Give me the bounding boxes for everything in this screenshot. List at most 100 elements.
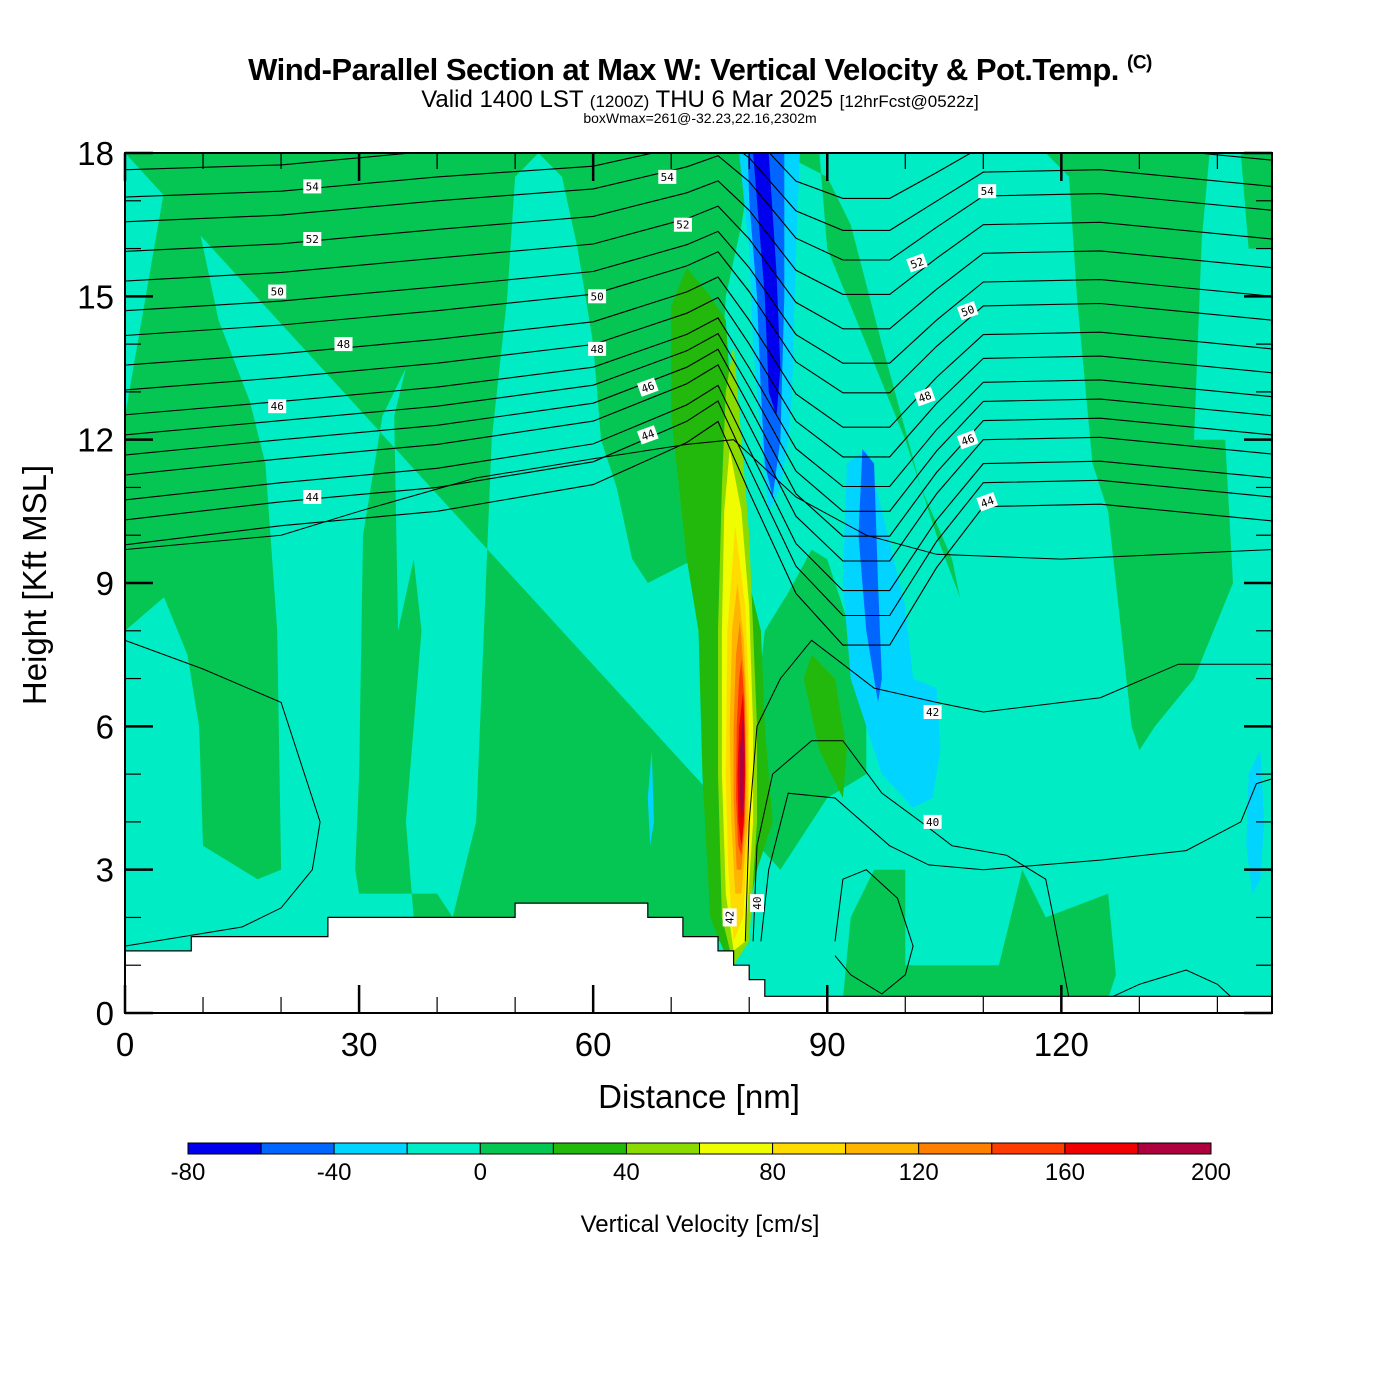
x-tick-labels: 0 30 60 90 120 — [116, 1026, 1089, 1063]
contour-label: 46 — [636, 377, 659, 397]
copyright-mark: (C) — [1127, 52, 1152, 74]
axis-ticks — [123, 151, 1272, 1015]
contour-label-box — [956, 430, 979, 450]
theta-contour — [1107, 969, 1234, 1000]
contour-label: 46 — [956, 430, 979, 450]
colorbar-swatch — [552, 1142, 628, 1155]
colorbar-swatch — [406, 1142, 481, 1155]
contour-label: 52 — [303, 232, 322, 246]
contour-label: 44 — [976, 492, 999, 512]
contour-label: 46 — [268, 399, 287, 414]
fill-region--80--60 — [753, 153, 781, 416]
contour-label: 44 — [636, 425, 659, 445]
colorbar-tick-label: 0 — [474, 1159, 487, 1186]
valid-utc: (1200Z) — [589, 92, 650, 111]
contour-label-box — [303, 179, 322, 194]
theta-contour — [125, 230, 1272, 364]
contour-label-box — [673, 217, 692, 232]
contour-label-text: 48 — [590, 343, 603, 356]
colorbar-tick-label: 160 — [1045, 1159, 1085, 1186]
valid-time: Valid 1400 LST — [421, 86, 584, 113]
colorbar-swatch — [918, 1142, 993, 1155]
theta-contour — [125, 384, 1272, 592]
y-tick-label: 6 — [96, 708, 114, 745]
chart-title-text: Wind-Parallel Section at Max W: Vertical… — [248, 52, 1119, 87]
contour-label-text: 48 — [337, 338, 350, 351]
contour-label: 54 — [303, 179, 322, 194]
contour-label-text: 44 — [306, 491, 320, 504]
chart-title: Wind-Parallel Section at Max W: Vertical… — [0, 52, 1400, 88]
theta-contour — [125, 205, 1272, 330]
contour-label-box — [978, 184, 997, 199]
theta-contour — [125, 364, 1272, 562]
x-axis-title: Distance [nm] — [598, 1078, 800, 1115]
colorbar — [187, 1142, 1212, 1155]
contour-label-text: 54 — [661, 171, 675, 184]
chart-subtitle: Valid 1400 LST (1200Z) THU 6 Mar 2025 [1… — [0, 86, 1400, 114]
colorbar-swatch — [260, 1142, 335, 1155]
x-tick-label: 60 — [575, 1026, 612, 1063]
theta-contour — [125, 296, 1272, 458]
contour-label-text: 40 — [751, 896, 764, 909]
fill-region-0-20 — [125, 153, 282, 880]
contour-label-box — [636, 425, 659, 445]
contour-label-text: 54 — [981, 185, 995, 198]
colorbar-swatch — [1064, 1142, 1139, 1155]
theta-contour — [744, 639, 1272, 942]
theta-contour — [125, 153, 1272, 199]
contour-label-text: 40 — [926, 816, 939, 829]
x-tick-label: 90 — [809, 1026, 846, 1063]
contour-label-text: 42 — [926, 706, 939, 719]
contour-label: 54 — [658, 169, 677, 184]
contour-label-text: 54 — [306, 180, 320, 193]
contour-label-layer: 54 52 50 48 46 44 54 52 50 48 46 44 54 52 50 48 46 44 42 40… — [268, 169, 999, 927]
contour-label-box — [636, 377, 659, 397]
contour-label: 40 — [750, 894, 764, 913]
contour-label-box — [722, 908, 737, 927]
contour-label: 48 — [913, 387, 936, 407]
contour-label-text: 46 — [959, 432, 976, 449]
contour-label: 48 — [334, 337, 353, 352]
colorbar-tick-label: -40 — [317, 1159, 352, 1186]
fill-region--60--40 — [858, 449, 882, 703]
theta-contour — [125, 332, 1272, 512]
contour-label: 50 — [268, 284, 287, 299]
colorbar-swatch — [772, 1142, 847, 1155]
colorbar-swatch — [991, 1142, 1066, 1155]
y-tick-label: 3 — [96, 852, 114, 889]
contour-label: 48 — [588, 341, 607, 356]
contour-label-text: 48 — [917, 389, 934, 406]
colorbar-swatch — [699, 1142, 774, 1155]
contour-label-box — [268, 284, 287, 299]
contour-label: 54 — [978, 184, 997, 199]
y-tick-label: 9 — [96, 565, 114, 602]
x-tick-label: 0 — [116, 1026, 134, 1063]
contour-label-text: 44 — [640, 427, 657, 444]
theta-contour — [125, 639, 321, 947]
contour-label-text: 42 — [724, 911, 737, 924]
contour-label-box — [658, 169, 677, 184]
contour-label-box — [268, 399, 287, 414]
colorbar-swatch — [1137, 1142, 1212, 1155]
y-tick-labels: 0 3 6 9 12 15 18 — [77, 135, 114, 1032]
fill-region-180-200 — [739, 716, 745, 827]
theta-contour — [760, 778, 1272, 942]
contour-label-box — [923, 705, 942, 719]
terrain-profile — [125, 902, 1272, 1013]
contour-label-text: 52 — [676, 219, 689, 232]
colorbar-tick-label: 200 — [1191, 1159, 1231, 1186]
theta-contour — [125, 420, 1272, 646]
theta-contour — [752, 740, 1070, 999]
colorbar-tick-labels: -80 -40 0 40 80 120 160 200 — [171, 1159, 1231, 1186]
contour-label: 42 — [923, 705, 942, 719]
contour-label-box — [334, 337, 353, 352]
contour-label-text: 52 — [306, 233, 319, 246]
contour-label-box — [303, 232, 322, 246]
contour-label-text: 50 — [590, 290, 603, 303]
contour-label-text: 46 — [271, 400, 284, 413]
theta-contour — [125, 317, 1272, 488]
colorbar-swatch — [479, 1142, 554, 1155]
y-tick-label: 15 — [77, 278, 114, 315]
contour-label-box — [923, 814, 942, 829]
contour-label-box — [588, 289, 607, 304]
